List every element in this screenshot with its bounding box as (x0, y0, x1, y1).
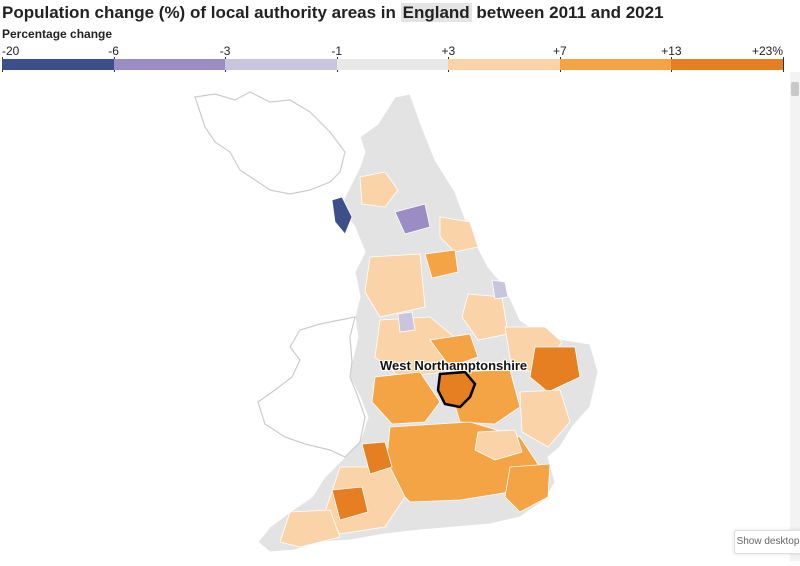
region-midlands-orange (429, 333, 479, 368)
legend-color-band (2, 59, 114, 70)
legend-title: Percentage change (2, 27, 113, 41)
region-west-mid (371, 371, 441, 425)
region-north-light (359, 171, 399, 208)
legend-tick-label: -20 (2, 44, 20, 58)
chart-title: Population change (%) of local authority… (2, 2, 664, 23)
legend-tick-mark (783, 57, 784, 72)
title-highlight-england: England (400, 3, 472, 22)
legend-color-band (448, 59, 560, 70)
legend-tick-label: -1 (331, 44, 343, 58)
region-copeland-blue (331, 196, 353, 235)
region-london (474, 429, 523, 461)
show-desktop-button[interactable]: Show desktop (734, 530, 800, 554)
legend-tick-label: +23% (751, 44, 783, 58)
region-devon-orange (331, 486, 369, 521)
region-kent (504, 463, 551, 513)
legend-color-band (671, 59, 783, 70)
vertical-scrollbar[interactable] (790, 72, 800, 561)
region-cambs-orange (529, 346, 581, 393)
region-manchester (364, 253, 426, 318)
region-bristol-orange (361, 441, 393, 475)
west-northamptonshire-outline[interactable] (436, 370, 477, 409)
choropleth-map[interactable] (0, 72, 790, 561)
scrollbar-thumb[interactable] (791, 82, 799, 96)
legend-color-band (113, 59, 226, 70)
legend-color-band (559, 59, 672, 70)
region-yorks-orange (424, 249, 459, 279)
legend-color-band (225, 59, 337, 70)
region-essex (519, 389, 571, 448)
scotland-outline (194, 91, 346, 195)
color-legend: -20 -6 -3 -1 +3 +7 +13 +23% (0, 42, 790, 72)
legend-color-band (336, 59, 449, 70)
legend-tick-label: -6 (108, 44, 119, 58)
region-devon-light (279, 509, 341, 548)
region-yorks-light (439, 216, 479, 253)
region-richmondshire-purple (394, 203, 431, 235)
region-lightpurple-1 (397, 311, 416, 333)
title-text-after: between 2011 and 2021 (471, 3, 664, 22)
title-text-before: Population change (%) of local authority… (2, 3, 401, 22)
legend-tick-label: -3 (219, 44, 231, 58)
map-svg[interactable] (0, 72, 790, 561)
legend-tick-label: +7 (553, 44, 567, 58)
wales-outline (257, 316, 366, 458)
legend-tick-label: +3 (441, 44, 456, 58)
region-lightpurple-2 (491, 279, 509, 300)
legend-tick-label: +13 (661, 44, 682, 58)
selected-area-label: West Northamptonshire (380, 358, 528, 373)
